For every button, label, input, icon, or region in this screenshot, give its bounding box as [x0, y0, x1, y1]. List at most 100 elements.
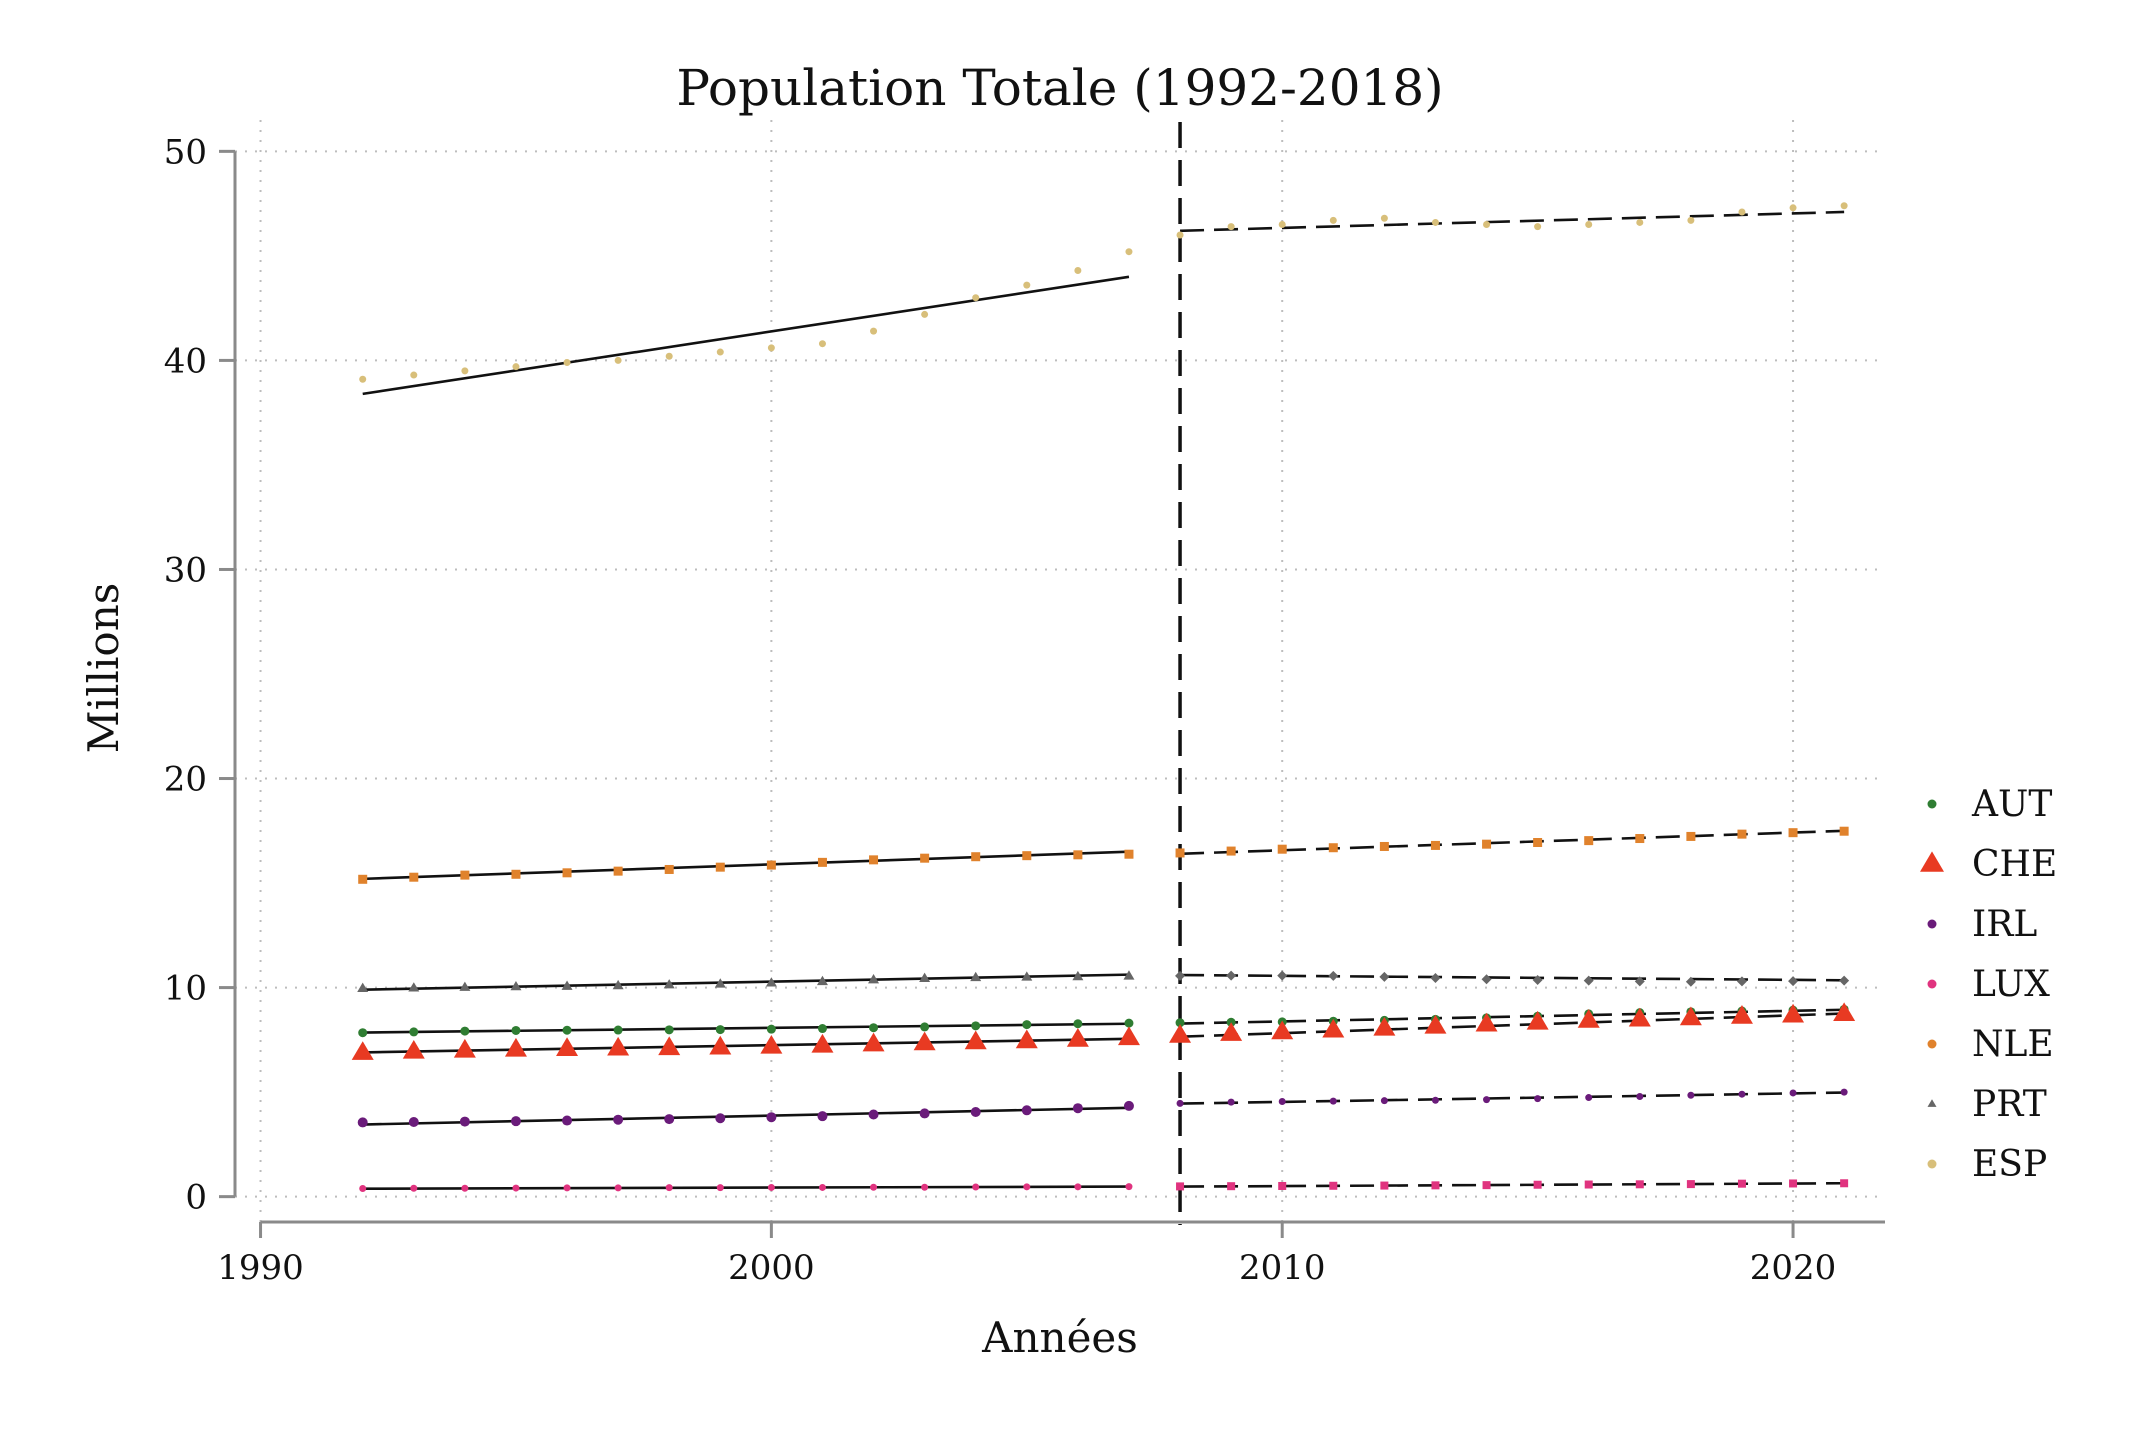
che-point [811, 1033, 834, 1053]
nle-point [869, 855, 879, 865]
nle-point [1379, 841, 1389, 851]
esp-point [1380, 214, 1388, 222]
che-point [1220, 1022, 1243, 1041]
esp-point [563, 359, 571, 367]
che-point [504, 1037, 527, 1057]
lux-point [1023, 1183, 1031, 1191]
y-tick-label: 20 [164, 760, 207, 800]
esp-point [1431, 218, 1439, 226]
irl-point [1123, 1100, 1134, 1111]
esp-point [1074, 267, 1082, 275]
prt-point [1226, 970, 1237, 981]
esp-point [972, 294, 980, 302]
aut-point [613, 1025, 623, 1035]
nle-point [1124, 849, 1134, 859]
nle-point [1839, 826, 1849, 836]
lux-point [1533, 1180, 1542, 1189]
prt-point [1430, 972, 1441, 983]
nle-point [817, 857, 827, 867]
irl-point [613, 1114, 624, 1125]
aut-point [920, 1022, 930, 1032]
irl-point [1431, 1096, 1439, 1104]
y-tick-label: 10 [164, 969, 207, 1009]
irl-point [357, 1117, 368, 1128]
prt-point [1736, 976, 1747, 987]
che-point [1015, 1029, 1038, 1049]
esp-point [1585, 221, 1593, 229]
prt-point [1123, 970, 1135, 980]
nle-point [358, 874, 368, 884]
nle-point [920, 853, 930, 863]
irl-point [919, 1108, 930, 1119]
irl-point [1789, 1089, 1797, 1097]
prt-point [1583, 975, 1594, 986]
aut-point [1175, 1018, 1185, 1028]
esp-point [921, 310, 929, 318]
legend-label-che: CHE [1972, 844, 2057, 885]
prt-point [663, 979, 675, 989]
che-point [964, 1030, 987, 1050]
esp-point [614, 356, 622, 364]
esp-point [1227, 223, 1235, 231]
che-point [1679, 1006, 1702, 1026]
prt-point [1634, 976, 1645, 987]
nle-point [1788, 828, 1798, 838]
che-point [658, 1036, 681, 1056]
lux-point [665, 1184, 673, 1192]
aut-point [460, 1026, 470, 1036]
prt-point [970, 971, 982, 982]
aut-point [1124, 1018, 1134, 1028]
che-point [607, 1036, 630, 1056]
lux-point [767, 1183, 775, 1191]
che-point [351, 1041, 374, 1060]
che-point [1526, 1010, 1549, 1030]
lux-point [1074, 1183, 1082, 1191]
esp-point [716, 348, 724, 356]
esp-point [410, 371, 418, 379]
esp-point [1789, 204, 1797, 212]
prt-point [1277, 970, 1288, 981]
irl-point [1738, 1090, 1746, 1098]
legend: AUT CHE IRL LUX NLE PRT ESP [1920, 784, 2057, 1185]
irl-point [510, 1116, 521, 1127]
prt-point [1532, 975, 1543, 986]
lux-point [972, 1183, 980, 1191]
prt-point [408, 982, 420, 992]
prt-point [510, 980, 522, 991]
prt-point [1175, 970, 1186, 981]
prt-point [765, 977, 777, 987]
nle-point [1175, 848, 1185, 858]
lux-point [716, 1184, 724, 1192]
esp-point [1636, 218, 1644, 226]
che-point [1475, 1012, 1498, 1032]
esp-point [1534, 223, 1542, 231]
nle-point [971, 852, 981, 862]
prt-point [1481, 974, 1492, 985]
legend-label-esp: ESP [1972, 1144, 2047, 1185]
lux-point [1737, 1179, 1746, 1188]
y-tick-label: 0 [185, 1178, 207, 1218]
lux-fit-before [362, 1185, 1129, 1190]
nle-point [1226, 846, 1236, 856]
nle-point [613, 866, 623, 876]
che-point [760, 1034, 783, 1054]
che-point [862, 1032, 885, 1052]
legend-label-nle: NLE [1972, 1024, 2054, 1065]
nle-point [511, 869, 521, 879]
esp-point [1483, 221, 1491, 229]
prt-fit-after [1180, 973, 1845, 982]
lux-point [410, 1184, 418, 1192]
prt-point [1021, 971, 1033, 981]
x-tick-label: 2010 [1239, 1248, 1326, 1288]
aut-point [409, 1027, 419, 1037]
lux-point [1227, 1182, 1236, 1191]
prt-point [1685, 976, 1696, 987]
lux-point [921, 1183, 929, 1191]
nle-point [715, 862, 725, 872]
che-point [1066, 1028, 1089, 1047]
nle-point [1430, 840, 1440, 850]
lux-point [1686, 1180, 1695, 1189]
irl-point [1227, 1098, 1235, 1106]
aut-point [715, 1025, 725, 1035]
